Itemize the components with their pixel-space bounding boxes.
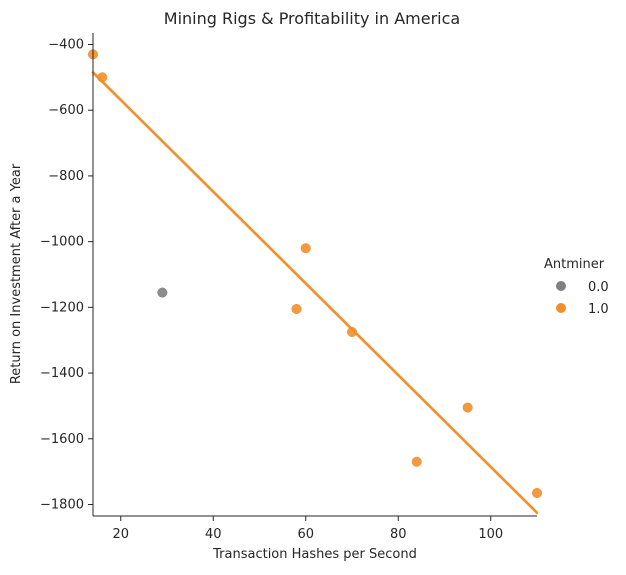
data-point-series-1-2 (291, 303, 302, 315)
legend-marker-0.0 (556, 281, 566, 291)
y-tick-label--1400: −1400 (40, 366, 84, 381)
x-tick-label-60: 60 (297, 527, 314, 542)
legend-marker-1.0 (556, 303, 566, 313)
x-tick-label-40: 40 (205, 527, 222, 542)
data-point-series-1-3 (300, 243, 311, 254)
y-axis-label: Return on Investment After a Year (9, 163, 24, 384)
y-tick-label--1200: −1200 (40, 300, 84, 315)
regression-line (91, 71, 539, 514)
data-point-series-1-5 (411, 456, 422, 467)
legend: Antminer 0.0 1.0 (544, 257, 609, 317)
y-tick-label--1000: −1000 (40, 235, 84, 250)
y-tick-label--400: −400 (48, 38, 84, 53)
y-tick-label--1600: −1600 (40, 432, 84, 447)
y-tick-label--600: −600 (48, 103, 84, 118)
x-axis-label: Transaction Hashes per Second (212, 547, 417, 562)
data-point-series-0-0 (157, 287, 168, 298)
x-tick-label-20: 20 (112, 527, 129, 542)
x-ticks: 20 40 60 80 100 (112, 516, 503, 542)
legend-label-1.0: 1.0 (588, 302, 609, 317)
y-tick-label--1800: −1800 (40, 498, 84, 513)
x-tick-label-80: 80 (390, 527, 407, 542)
data-point-series-1-1 (97, 72, 108, 83)
y-ticks: −400 −600 −800 −1000 −1200 −1400 −1600 −1800 (40, 38, 93, 513)
plot-area (87, 49, 543, 516)
data-point-series-1-7 (531, 487, 543, 499)
x-tick-label-100: 100 (478, 527, 503, 542)
legend-label-0.0: 0.0 (588, 280, 609, 295)
data-point-series-1-6 (462, 402, 473, 413)
y-tick-label--800: −800 (48, 169, 84, 184)
legend-title: Antminer (544, 257, 605, 272)
chart-title: Mining Rigs & Profitability in America (164, 9, 460, 28)
data-point-series-1-4 (346, 326, 358, 338)
